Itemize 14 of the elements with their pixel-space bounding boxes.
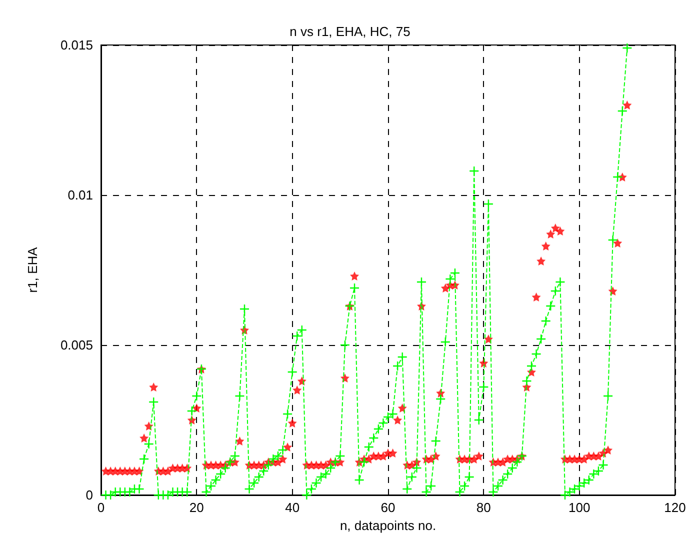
x-axis-title: n, datapoints no. <box>340 518 436 533</box>
x-tick-label: 20 <box>189 500 204 515</box>
y-axis-title: r1, EHA <box>25 246 40 293</box>
x-tick-label: 40 <box>285 500 300 515</box>
x-tick-label: 100 <box>568 500 590 515</box>
x-tick-label: 0 <box>97 500 105 515</box>
x-tick-label: 80 <box>476 500 491 515</box>
x-tick-label: 120 <box>664 500 686 515</box>
chart-title: n vs r1, EHA, HC, 75 <box>290 24 410 39</box>
y-tick-label: 0.005 <box>60 338 93 352</box>
y-tick-label: 0.01 <box>68 188 93 202</box>
x-tick-label: 60 <box>380 500 396 515</box>
y-tick-label: 0 <box>86 488 93 502</box>
y-tick-label: 0.015 <box>60 38 93 52</box>
